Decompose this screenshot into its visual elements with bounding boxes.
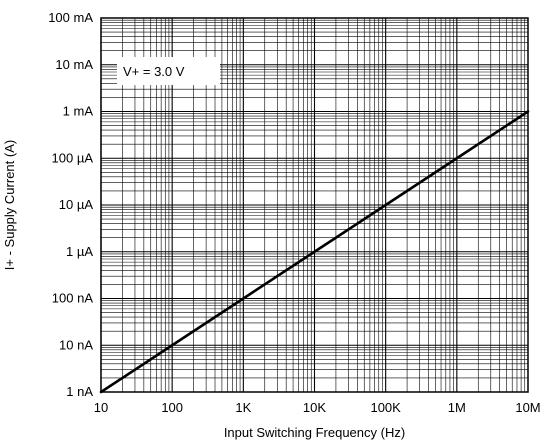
x-tick-label: 10: [94, 400, 108, 415]
annotation-box: V+ = 3.0 V: [117, 57, 220, 85]
y-tick-label: 1 nA: [66, 384, 93, 399]
y-tick-label: 100 µA: [52, 150, 94, 165]
y-tick-label: 10 µA: [59, 197, 94, 212]
y-tick-label: 100 nA: [52, 291, 94, 306]
y-tick-label: 1 µA: [66, 244, 93, 259]
y-tick-labels: 1 nA 10 nA 100 nA 1 µA 10 µA 100 µA 1 mA 10 mA 1…: [48, 10, 93, 399]
x-tick-label: 100: [161, 400, 183, 415]
y-tick-label: 1 mA: [63, 104, 94, 119]
x-tick-label: 1M: [448, 400, 466, 415]
x-tick-label: 10M: [515, 400, 540, 415]
x-axis-title: Input Switching Frequency (Hz): [224, 425, 405, 440]
grid-lines: [100, 18, 528, 393]
annotation-background: [117, 57, 220, 85]
plot-frame: [100, 17, 529, 393]
series-group: [99, 110, 530, 394]
x-tick-labels: 10 100 1K 10K 100K 1M 10M: [94, 400, 541, 415]
y-axis-title: I+ - Supply Current (A): [2, 140, 17, 270]
series-line-0: [99, 110, 530, 394]
y-tick-label: 100 mA: [48, 10, 93, 25]
x-tick-label: 100K: [370, 400, 401, 415]
x-tick-label: 1K: [235, 400, 251, 415]
y-tick-label: 10 mA: [55, 57, 93, 72]
x-tick-label: 10K: [303, 400, 326, 415]
supply-voltage-annotation: V+ = 3.0 V: [123, 64, 185, 79]
y-tick-label: 10 nA: [59, 337, 93, 352]
